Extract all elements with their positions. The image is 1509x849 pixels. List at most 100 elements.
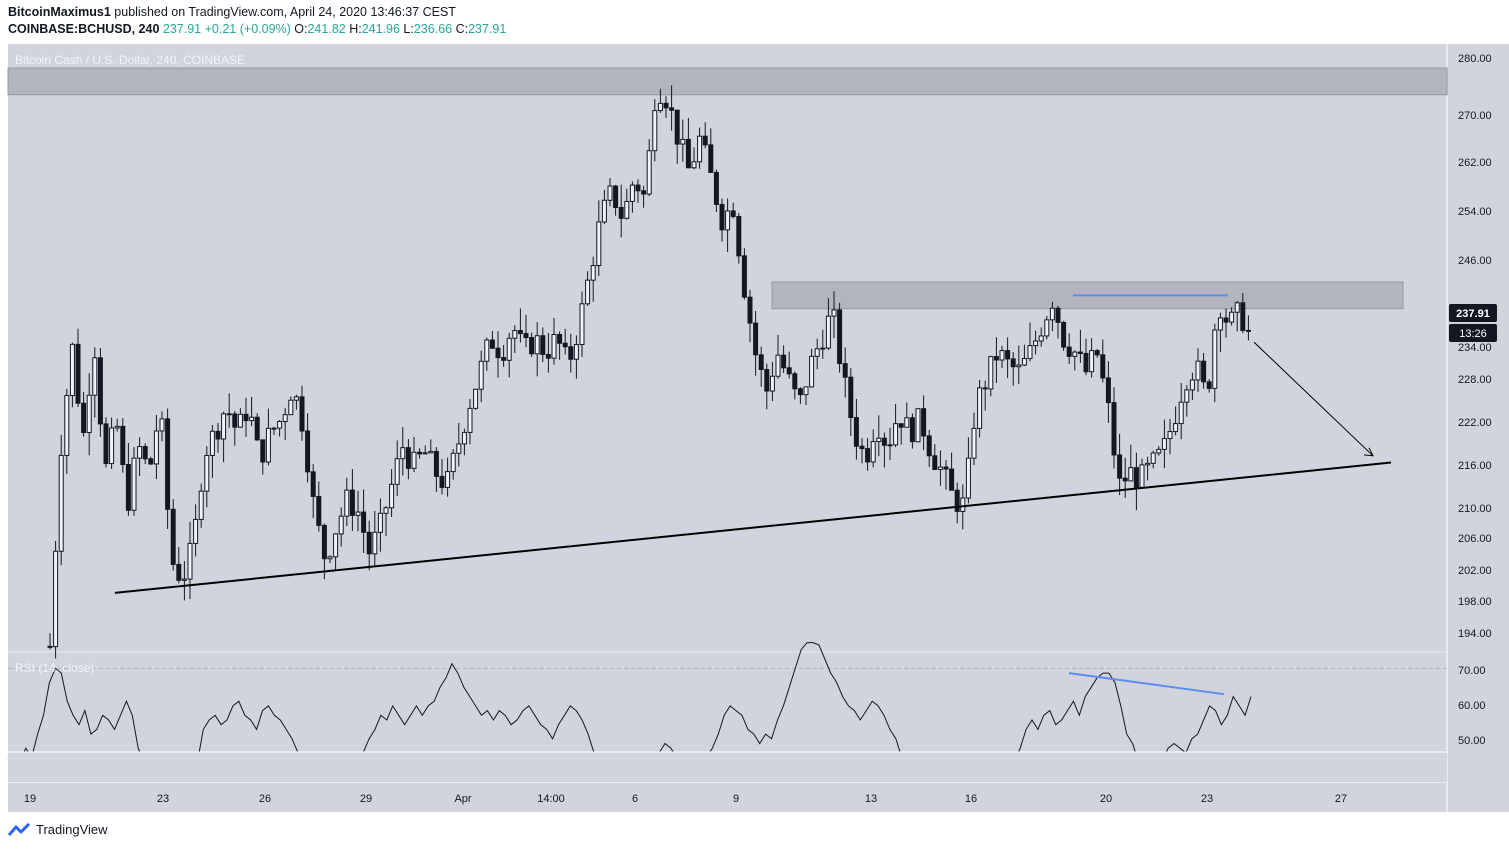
candle[interactable] [305,413,311,483]
candle[interactable] [282,407,288,441]
candle[interactable] [204,446,210,508]
candle[interactable] [1027,322,1033,362]
candle[interactable] [646,139,652,197]
candle[interactable] [1189,372,1195,400]
candle[interactable] [1055,305,1061,339]
time-axis[interactable] [8,782,1447,812]
candle[interactable] [1005,337,1011,378]
candle[interactable] [1100,339,1106,383]
candle[interactable] [327,555,333,564]
candle[interactable] [53,540,59,659]
candle[interactable] [1167,419,1173,455]
candle[interactable] [405,439,411,480]
candle[interactable] [596,200,602,277]
candle[interactable] [1178,383,1184,440]
candle[interactable] [943,459,949,490]
candle[interactable] [58,434,64,566]
candle[interactable] [848,368,854,437]
candle[interactable] [271,426,277,435]
candle[interactable] [629,181,635,213]
candle[interactable] [1083,338,1089,376]
candle[interactable] [887,427,893,461]
candle[interactable] [613,184,619,216]
candle[interactable] [859,438,865,464]
candle[interactable] [825,298,831,351]
candle[interactable] [781,345,787,374]
candle[interactable] [1077,329,1083,363]
candle[interactable] [221,411,227,463]
candle[interactable] [501,345,507,367]
candle[interactable] [562,328,568,355]
candle[interactable] [545,332,551,373]
candle[interactable] [422,445,428,455]
projection-arrow[interactable] [1253,341,1374,457]
candle[interactable] [579,291,585,357]
candle[interactable] [456,423,462,467]
candle[interactable] [1049,301,1055,332]
candle[interactable] [792,371,798,400]
candle[interactable] [495,331,501,378]
candle[interactable] [321,523,327,580]
candle[interactable] [484,337,490,371]
candle[interactable] [389,469,395,517]
candle[interactable] [260,439,266,475]
tradingview-logo[interactable]: TradingView [8,822,108,837]
candle[interactable] [669,85,675,131]
candle[interactable] [198,483,204,528]
candle[interactable] [277,420,283,437]
candle[interactable] [652,99,658,162]
candle[interactable] [137,437,143,476]
candle[interactable] [1206,379,1212,393]
candle[interactable] [803,386,809,406]
candle[interactable] [1061,320,1067,351]
candle[interactable] [411,436,417,472]
candle[interactable] [618,184,624,238]
candle[interactable] [674,109,680,164]
candle[interactable] [1195,348,1201,393]
candle[interactable] [120,418,126,473]
candle[interactable] [1128,444,1134,482]
author-name[interactable]: BitcoinMaximus1 [8,5,111,19]
candle[interactable] [215,422,221,453]
candle[interactable] [601,189,607,224]
candle[interactable] [187,521,193,600]
candle[interactable] [81,391,87,437]
candle[interactable] [1111,387,1117,469]
candle[interactable] [1201,352,1207,389]
candle[interactable] [663,96,669,119]
candle[interactable] [316,481,322,532]
candle[interactable] [193,504,199,557]
candle[interactable] [870,429,876,468]
candle[interactable] [853,398,859,460]
candle[interactable] [232,410,238,446]
candle[interactable] [831,291,837,338]
candle[interactable] [293,394,299,410]
candle[interactable] [730,202,736,219]
candle[interactable] [954,482,960,524]
last-price-tag[interactable] [1449,304,1497,322]
candle[interactable] [758,346,764,387]
candle[interactable] [1184,385,1190,417]
candle[interactable] [142,443,148,465]
candle[interactable] [1234,300,1240,332]
candle[interactable] [820,329,826,359]
candle[interactable] [461,428,467,456]
candle[interactable] [209,425,215,478]
candle[interactable] [338,507,344,547]
candle[interactable] [445,457,451,497]
candle[interactable] [226,393,232,428]
ascending-support-line[interactable] [114,461,1392,594]
candle[interactable] [1223,308,1229,338]
candle[interactable] [349,469,355,531]
candle[interactable] [417,448,423,459]
candle[interactable] [1038,327,1044,347]
candle[interactable] [1021,344,1027,367]
candle[interactable] [540,327,546,363]
candle[interactable] [288,396,294,416]
candle[interactable] [176,547,182,584]
candle[interactable] [764,363,770,410]
candle[interactable] [467,398,473,445]
candle[interactable] [249,396,255,426]
candle[interactable] [590,256,596,302]
